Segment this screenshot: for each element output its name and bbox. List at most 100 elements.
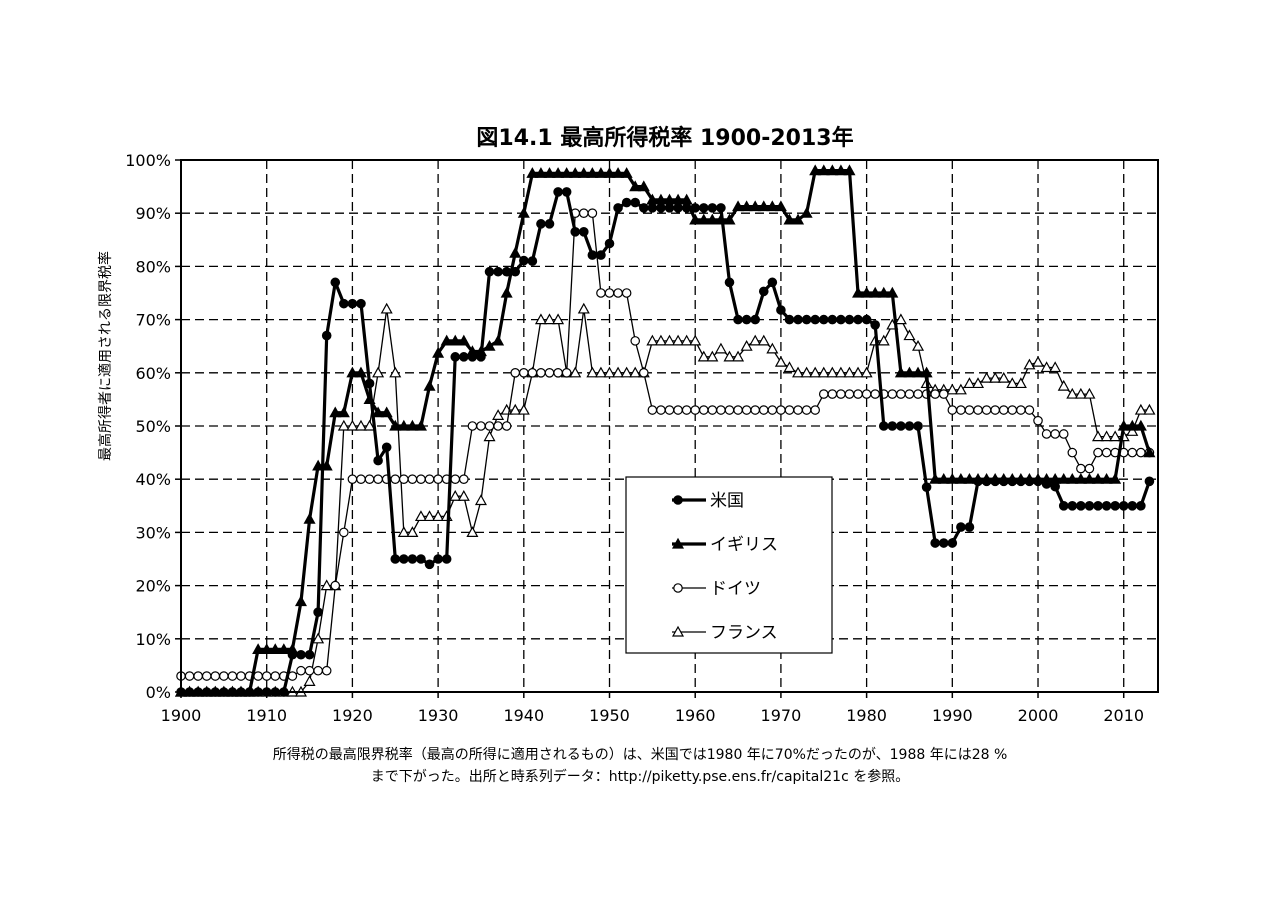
data-point	[423, 510, 436, 522]
legend-marker	[673, 495, 683, 505]
data-point	[337, 406, 350, 418]
data-point	[544, 219, 555, 229]
data-point	[784, 314, 795, 325]
data-point	[878, 421, 889, 431]
x-axis: 1900 1910 1920 1930 1940 1950 1960 1970 1980 1990…	[161, 692, 1144, 725]
data-point	[1049, 361, 1062, 373]
data-point	[707, 203, 718, 213]
data-point	[903, 329, 916, 341]
data-point	[963, 377, 976, 389]
data-point	[989, 371, 1002, 383]
data-point	[792, 213, 805, 225]
data-point	[1066, 387, 1079, 399]
data-point	[1093, 447, 1103, 458]
data-point	[364, 378, 375, 389]
data-point	[1067, 500, 1078, 511]
data-point	[1091, 430, 1105, 442]
data-point	[783, 213, 796, 225]
data-point	[963, 472, 976, 484]
data-point	[656, 203, 666, 213]
data-point	[501, 421, 512, 431]
data-point	[193, 671, 203, 681]
data-point	[578, 227, 589, 237]
data-point	[1023, 358, 1036, 370]
x-tick-label: 1970	[761, 706, 802, 725]
data-point	[1117, 419, 1130, 431]
data-point	[740, 200, 753, 212]
data-point	[741, 405, 752, 415]
data-point	[270, 671, 281, 681]
data-point	[1136, 447, 1146, 458]
data-point	[432, 510, 445, 522]
data-point	[956, 522, 966, 532]
data-point	[399, 474, 409, 484]
data-point	[757, 334, 770, 346]
data-point	[586, 167, 599, 178]
data-point	[938, 538, 949, 548]
legend-item: イギリス	[671, 535, 778, 555]
data-point	[459, 474, 469, 484]
data-point	[201, 671, 212, 681]
data-point	[484, 421, 495, 431]
data-point	[630, 197, 641, 208]
data-point	[347, 474, 358, 484]
legend-label: イギリス	[710, 535, 778, 555]
data-point	[981, 476, 992, 487]
data-point	[774, 355, 787, 367]
data-point	[980, 371, 993, 383]
data-point	[510, 367, 521, 378]
data-point	[990, 405, 1000, 415]
y-tick-label: 70%	[135, 311, 171, 330]
data-point	[381, 442, 392, 453]
data-point	[954, 472, 967, 484]
data-point	[509, 403, 522, 415]
data-point	[716, 405, 726, 415]
data-point	[740, 339, 753, 351]
data-point	[664, 203, 675, 213]
y-tick-label: 90%	[135, 204, 171, 223]
data-point	[303, 512, 316, 524]
data-point	[577, 302, 590, 314]
data-point	[312, 632, 325, 644]
data-point	[844, 389, 855, 399]
data-point	[1100, 430, 1113, 442]
data-point	[861, 389, 872, 399]
data-point	[553, 187, 563, 197]
data-point	[733, 314, 743, 325]
data-point	[261, 671, 272, 681]
data-point	[373, 455, 383, 466]
data-point	[1076, 463, 1086, 474]
data-point	[560, 167, 573, 178]
y-tick-label: 10%	[135, 630, 171, 649]
data-point	[569, 167, 582, 178]
data-point	[219, 671, 229, 681]
data-point	[544, 367, 555, 378]
x-tick-label: 1900	[161, 706, 202, 725]
data-point	[1144, 476, 1155, 487]
data-point	[903, 366, 916, 378]
data-point	[1016, 405, 1026, 415]
data-point	[680, 334, 693, 346]
data-point	[990, 476, 1000, 487]
data-point	[801, 314, 812, 325]
data-point	[1109, 430, 1122, 442]
data-point	[407, 474, 418, 484]
data-point	[356, 298, 366, 309]
legend-item: ドイツ	[672, 579, 761, 599]
data-point	[389, 366, 402, 378]
data-point	[407, 554, 418, 564]
data-point	[594, 366, 607, 378]
data-point	[269, 643, 282, 655]
x-tick-label: 1940	[503, 706, 544, 725]
x-tick-label: 1960	[675, 706, 716, 725]
data-point	[329, 406, 342, 418]
data-point	[416, 474, 426, 484]
data-point	[929, 472, 942, 484]
data-point	[1050, 429, 1060, 439]
data-point	[1091, 472, 1105, 484]
data-point	[613, 203, 623, 213]
data-point	[287, 649, 298, 660]
data-point	[1067, 447, 1078, 458]
data-point	[433, 554, 443, 564]
data-point	[1127, 500, 1138, 511]
